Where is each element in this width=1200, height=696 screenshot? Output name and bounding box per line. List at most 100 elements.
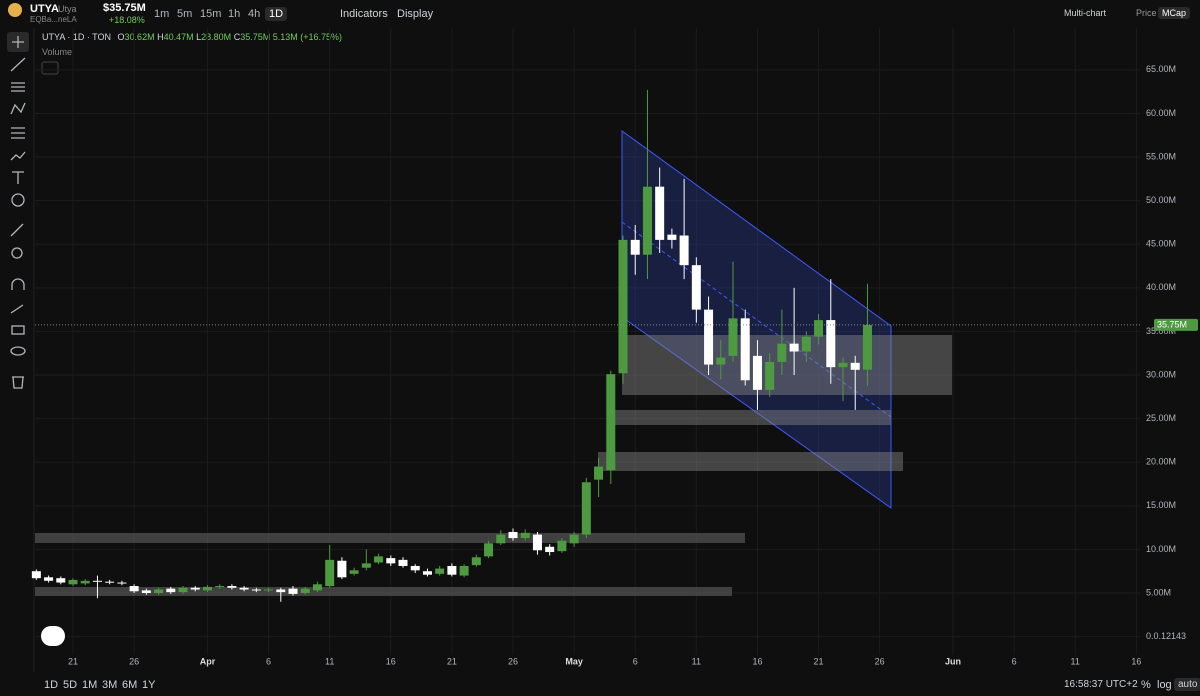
collapse-button[interactable] [41,61,59,75]
x-tick-label: Jun [945,656,961,666]
candle-body [606,374,616,471]
x-tick-label: 21 [814,656,824,666]
y-tick-label: 20.00M [1146,457,1176,467]
range[interactable]: 1M [82,679,98,691]
brush-icon[interactable] [10,151,26,161]
line-icon[interactable] [10,57,26,72]
crosshair-icon[interactable] [12,36,24,48]
x-tick-label: May [565,656,583,666]
legend-change: 5.13M (+16.75%) [272,32,343,42]
price: $35.75M [103,2,146,14]
mcap-mode[interactable]: MCap [1158,7,1191,19]
y-tick-label: 30.00M [1146,369,1176,379]
ruler-icon[interactable] [10,223,24,237]
eye-icon[interactable] [10,346,26,356]
candle-body [777,343,787,362]
emoji-icon[interactable] [11,193,25,207]
y-tick-label: 35.00M [1146,326,1176,336]
timeframe[interactable]: 1h [228,8,241,20]
range[interactable]: 5D [63,679,78,691]
candle-body [80,580,90,584]
lock-icon[interactable] [11,325,25,335]
candle-body [312,584,322,591]
text-icon[interactable] [12,171,24,184]
tool-selected[interactable] [7,32,29,52]
candles [31,89,872,602]
magnet-icon[interactable] [11,278,25,290]
auto-toggle[interactable]: auto [1174,678,1200,691]
address[interactable]: EQBa...neLA [30,15,77,24]
candle-body [92,580,102,582]
x-tick-label: 6 [266,656,271,666]
y-tick-label: 60.00M [1146,108,1176,118]
display-button[interactable]: Display [397,8,434,20]
legend-key: C [233,32,241,42]
candle-body [704,309,714,365]
candle-body [31,571,41,579]
timeframe[interactable]: 1m [154,8,170,20]
pattern-icon[interactable] [10,102,26,115]
candle-body [716,357,726,365]
candle-body [215,586,225,588]
range[interactable]: 6M [122,679,138,691]
logo [41,626,65,646]
candle-body [838,362,848,368]
range[interactable]: 3M [102,679,118,691]
candle-body [325,559,335,587]
channel [621,130,892,509]
candle-body [422,571,432,575]
legend: UTYA · 1D · TON O30.62M H40.47M L28.80M … [42,32,342,42]
candle-body [630,239,640,255]
y-tick-label: 15.00M [1146,500,1176,510]
candle-body [166,588,176,593]
x-tick-label: 16 [1131,656,1141,666]
zone [35,587,732,596]
x-tick-label: 21 [447,656,457,666]
candle-body [569,534,579,544]
trash-icon[interactable] [12,376,24,389]
y-tick-label: 50.00M [1146,195,1176,205]
candle-body [56,578,66,583]
x-tick-label: 11 [325,656,334,666]
pencil-lock-icon[interactable] [10,304,24,314]
candle-body [337,560,347,578]
candle-body [520,532,530,539]
timeframe[interactable]: 5m [177,8,193,20]
last-price-label: 35.75M [1157,319,1187,329]
candle-body [484,543,494,557]
candle-body [410,565,420,571]
candle-body [178,587,188,593]
price-change: +18.08% [109,15,145,25]
y-tick-label: 25.00M [1146,413,1176,423]
y-tick-label: 10.00M [1146,544,1176,554]
zone [622,335,952,395]
toolbar [7,32,29,389]
candle-body [679,235,689,266]
drawings [35,130,952,596]
percent-toggle[interactable]: % [1141,679,1151,691]
timeframe-selected[interactable]: 1D [265,7,288,21]
multichart-button[interactable]: Multi-chart [1064,8,1107,18]
zoom-icon[interactable] [11,247,23,259]
candle-body [276,589,286,593]
log-toggle[interactable]: log [1157,679,1172,691]
range[interactable]: 1D [44,679,59,691]
timeframe[interactable]: 15m [200,8,222,20]
projection-icon[interactable] [11,127,25,139]
candle-body [154,589,164,594]
candle-body [386,558,396,564]
price-mode[interactable]: Price [1136,8,1157,18]
candle-body [508,531,518,539]
symbol[interactable]: UTYA [30,3,59,15]
indicators-button[interactable]: Indicators [340,8,388,20]
candle-body [667,234,677,240]
range[interactable]: 1Y [142,679,156,691]
x-tick-label: 26 [875,656,885,666]
volume-label[interactable]: Volume [42,47,73,57]
candle-body [202,586,212,591]
timeframe[interactable]: 4h [248,8,261,20]
candle-body [447,565,457,575]
fib-icon[interactable] [11,82,25,92]
